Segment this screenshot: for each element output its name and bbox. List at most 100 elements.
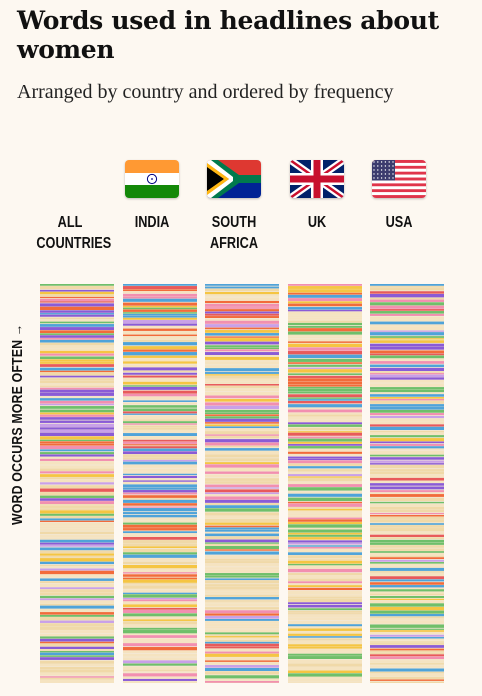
- word-stripe: [123, 627, 197, 630]
- word-stripe: [205, 381, 279, 384]
- word-stripe: [123, 457, 197, 460]
- word-stripe: [370, 404, 444, 407]
- word-stripe: [205, 600, 279, 602]
- word-stripe: [123, 540, 197, 543]
- word-stripe: [288, 578, 362, 582]
- word-stripe: [288, 394, 362, 398]
- word-stripe: [40, 516, 114, 519]
- word-stripe: [288, 534, 362, 537]
- word-stripe: [123, 289, 197, 292]
- word-stripe: [40, 348, 114, 350]
- word-stripe: [123, 423, 197, 425]
- word-stripe: [123, 490, 197, 493]
- word-stripe: [40, 454, 114, 457]
- word-stripe: [205, 519, 279, 523]
- word-stripe: [123, 375, 197, 378]
- word-stripe: [205, 318, 279, 321]
- word-stripe: [370, 373, 444, 375]
- word-stripe: [40, 626, 114, 630]
- word-stripe: [123, 619, 197, 621]
- word-stripe: [40, 679, 114, 683]
- word-stripe: [370, 539, 444, 543]
- word-stripe: [40, 461, 114, 465]
- word-stripe: [205, 442, 279, 446]
- word-stripe: [370, 501, 444, 504]
- word-stripe: [40, 441, 114, 444]
- word-stripe: [40, 392, 114, 396]
- word-stripe: [123, 446, 197, 449]
- word-stripe: [370, 557, 444, 559]
- word-stripe: [205, 529, 279, 532]
- word-stripe: [123, 349, 197, 352]
- word-stripe: [370, 525, 444, 528]
- word-stripe: [123, 579, 197, 583]
- word-stripe: [288, 339, 362, 342]
- word-stripe: [370, 471, 444, 475]
- word-stripe: [123, 643, 197, 647]
- word-stripe: [205, 660, 279, 662]
- word-stripe: [288, 540, 362, 543]
- word-stripe: [40, 578, 114, 581]
- word-stripe: [40, 485, 114, 489]
- word-stripe: [40, 385, 114, 387]
- word-stripe: [205, 402, 279, 406]
- word-stripe: [288, 414, 362, 417]
- word-stripe: [370, 392, 444, 394]
- word-stripe: [123, 411, 197, 414]
- word-stripe: [288, 331, 362, 335]
- word-stripe: [370, 383, 444, 387]
- word-stripe: [123, 325, 197, 328]
- word-stripe: [123, 558, 197, 561]
- word-stripe: [288, 391, 362, 394]
- word-stripe: [40, 568, 114, 571]
- word-stripe: [370, 346, 444, 350]
- word-stripe: [370, 616, 444, 619]
- word-stripe: [205, 368, 279, 372]
- word-stripe: [40, 380, 114, 384]
- word-stripe: [370, 338, 444, 340]
- word-stripe: [40, 298, 114, 301]
- word-stripe: [205, 445, 279, 448]
- word-stripe: [40, 372, 114, 376]
- word-stripe: [123, 336, 197, 339]
- word-stripe: [123, 473, 197, 476]
- word-stripe: [370, 413, 444, 416]
- word-stripe: [123, 323, 197, 326]
- word-stripe: [40, 367, 114, 371]
- word-stripe: [205, 671, 279, 675]
- word-stripe: [205, 573, 279, 576]
- word-stripe: [123, 583, 197, 585]
- word-stripe: [40, 317, 114, 320]
- word-stripe: [40, 439, 114, 442]
- word-stripe: [40, 313, 114, 315]
- word-stripe: [370, 299, 444, 302]
- word-stripe: [123, 630, 197, 634]
- word-stripe: [123, 609, 197, 614]
- word-stripe: [123, 480, 197, 482]
- word-stripe: [288, 286, 362, 289]
- word-stripe: [123, 390, 197, 394]
- word-stripe: [123, 528, 197, 531]
- word-stripe: [40, 672, 114, 676]
- word-stripe: [205, 338, 279, 342]
- word-stripe: [288, 381, 362, 385]
- word-stripe: [123, 624, 197, 628]
- word-stripe: [288, 545, 362, 547]
- word-stripe: [123, 676, 197, 679]
- word-stripe: [123, 561, 197, 565]
- word-stripe: [123, 405, 197, 408]
- word-stripe: [370, 668, 444, 672]
- column-header-uk: UK: [276, 160, 358, 233]
- word-stripe: [123, 531, 197, 534]
- word-stripe: [123, 657, 197, 661]
- word-stripe: [370, 628, 444, 630]
- word-stripe: [288, 284, 362, 286]
- word-stripe: [205, 458, 279, 462]
- word-stripe: [40, 301, 114, 303]
- word-stripe: [370, 643, 444, 645]
- word-stripe: [40, 641, 114, 644]
- word-stripe: [370, 648, 444, 651]
- word-stripe: [370, 516, 444, 519]
- word-stripe: [40, 501, 114, 505]
- word-stripe: [123, 681, 197, 683]
